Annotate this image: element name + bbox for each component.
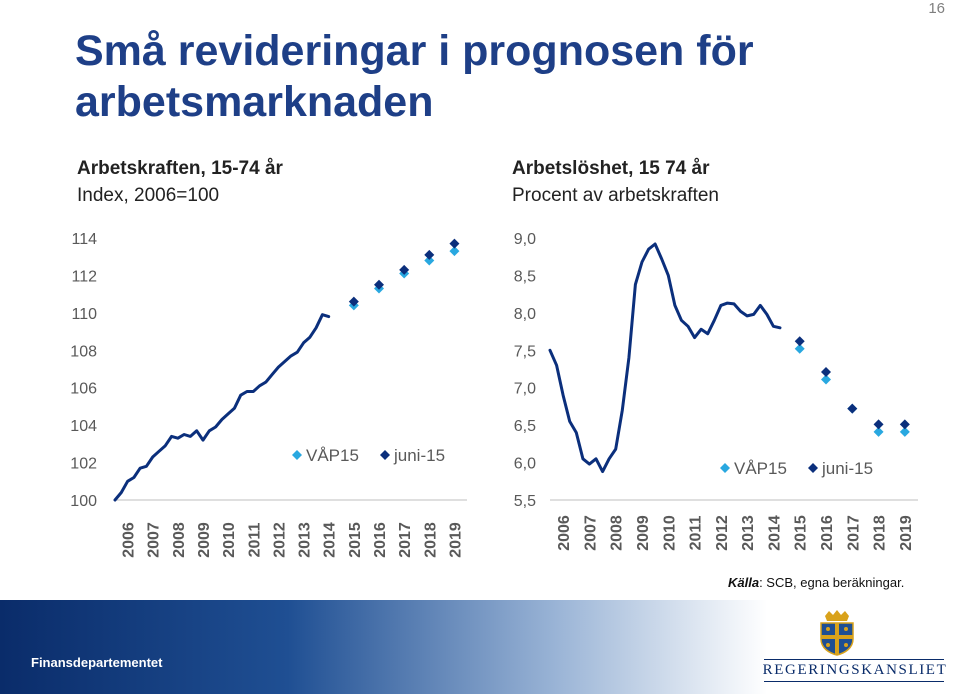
juni15-marker [899,419,910,430]
x-tick-label: 2009 [196,522,213,558]
y-tick-label: 114 [71,231,97,248]
y-tick-label: 9,0 [514,231,536,248]
x-tick-label: 2012 [714,515,731,551]
y-tick-label: 6,5 [514,418,536,435]
juni15-marker [821,366,831,377]
left-chart-subtitle: Index, 2006=100 [77,185,220,206]
department-label: Finansdepartementet [31,655,163,670]
legend-juni15-marker [808,463,818,473]
legend-vap15-label: VÅP15 [306,446,359,465]
x-tick-label: 2008 [171,522,188,558]
y-tick-label: 8,5 [514,268,536,285]
x-tick-label: 2009 [635,515,652,551]
x-tick-label: 2013 [740,515,757,551]
y-tick-label: 104 [70,418,97,435]
x-tick-label: 2007 [146,522,163,558]
juni15-marker [449,238,460,249]
x-tick-label: 2012 [271,522,288,558]
juni15-marker [399,264,410,275]
y-tick-label: 110 [71,306,97,323]
right-chart-subtitle: Procent av arbetskraften [512,185,719,206]
logo-rule-bottom [764,681,944,682]
y-tick-label: 7,0 [514,381,536,398]
juni15-marker [847,403,858,414]
logo-wordmark: REGERINGSKANSLIET [762,662,948,678]
x-tick-label: 2008 [609,515,626,551]
y-tick-label: 8,0 [514,306,536,323]
y-tick-label: 112 [71,268,97,285]
page-number: 16 [928,0,945,17]
series-line [548,242,782,474]
legend-juni15-label: juni-15 [821,459,873,478]
legend-vap15-marker [720,463,730,473]
source-text: : SCB, egna beräkningar. [759,575,905,590]
y-tick-label: 6,0 [514,456,536,473]
x-tick-label: 2019 [898,515,915,551]
legend-vap15-label: VÅP15 [734,459,787,478]
x-tick-label: 2007 [582,515,599,551]
series-line [113,313,331,502]
y-tick-label: 7,5 [514,343,536,360]
legend-juni15-marker [380,450,390,460]
juni15-marker [424,249,435,260]
x-tick-label: 2015 [347,522,364,558]
slide-title: Små revideringar i prognosen för arbetsm… [75,27,754,126]
x-tick-label: 2014 [322,522,339,558]
x-tick-label: 2018 [872,515,889,551]
y-tick-label: 106 [70,381,97,398]
vap15-marker [873,426,884,437]
x-tick-label: 2011 [688,516,705,551]
x-tick-label: 2014 [766,515,783,551]
source-label: Källa [728,575,760,590]
legend-vap15-marker [292,450,302,460]
x-tick-label: 2018 [422,522,439,558]
vap15-marker [821,374,831,385]
x-tick-label: 2010 [661,515,678,551]
vap15-marker [449,246,460,257]
juni15-marker [794,336,805,347]
vap15-marker [899,426,910,437]
x-tick-label: 2016 [819,515,836,551]
y-tick-label: 108 [70,343,97,360]
x-tick-label: 2016 [372,522,389,558]
logo-rule-top [764,659,944,660]
juni15-marker [873,419,884,430]
juni15-marker [348,296,359,307]
vap15-marker [424,255,435,266]
x-tick-label: 2015 [793,515,810,551]
x-tick-label: 2010 [221,522,238,558]
y-tick-label: 5,5 [514,493,536,510]
legend-juni15-label: juni-15 [393,446,445,465]
x-tick-label: 2006 [556,515,573,551]
unemployment-chart: 5,5 6,0 6,5 7,0 7,5 8,0 8,5 9,0 2006 2007 2008 2009… [514,231,918,551]
labor-force-chart: 100 102 104 106 108 110 112 114 2006 2007 2008 2009… [70,231,467,558]
coat-of-arms-icon [820,610,854,656]
x-tick-label: 2006 [121,522,138,558]
y-tick-label: 100 [70,493,97,510]
vap15-marker [794,343,805,354]
x-tick-label: 2011 [246,523,263,558]
right-chart-title: Arbetslöshet, 15 74 år [512,158,710,179]
left-chart-title: Arbetskraften, 15-74 år [77,158,283,179]
x-tick-label: 2013 [297,522,314,558]
x-tick-label: 2017 [845,515,862,551]
x-tick-label: 2019 [447,522,464,558]
juni15-marker [374,279,384,290]
y-tick-label: 102 [70,456,97,473]
source-note: Källa: SCB, egna beräkningar. [728,575,904,590]
footer-band [0,600,959,694]
x-tick-label: 2017 [397,522,414,558]
